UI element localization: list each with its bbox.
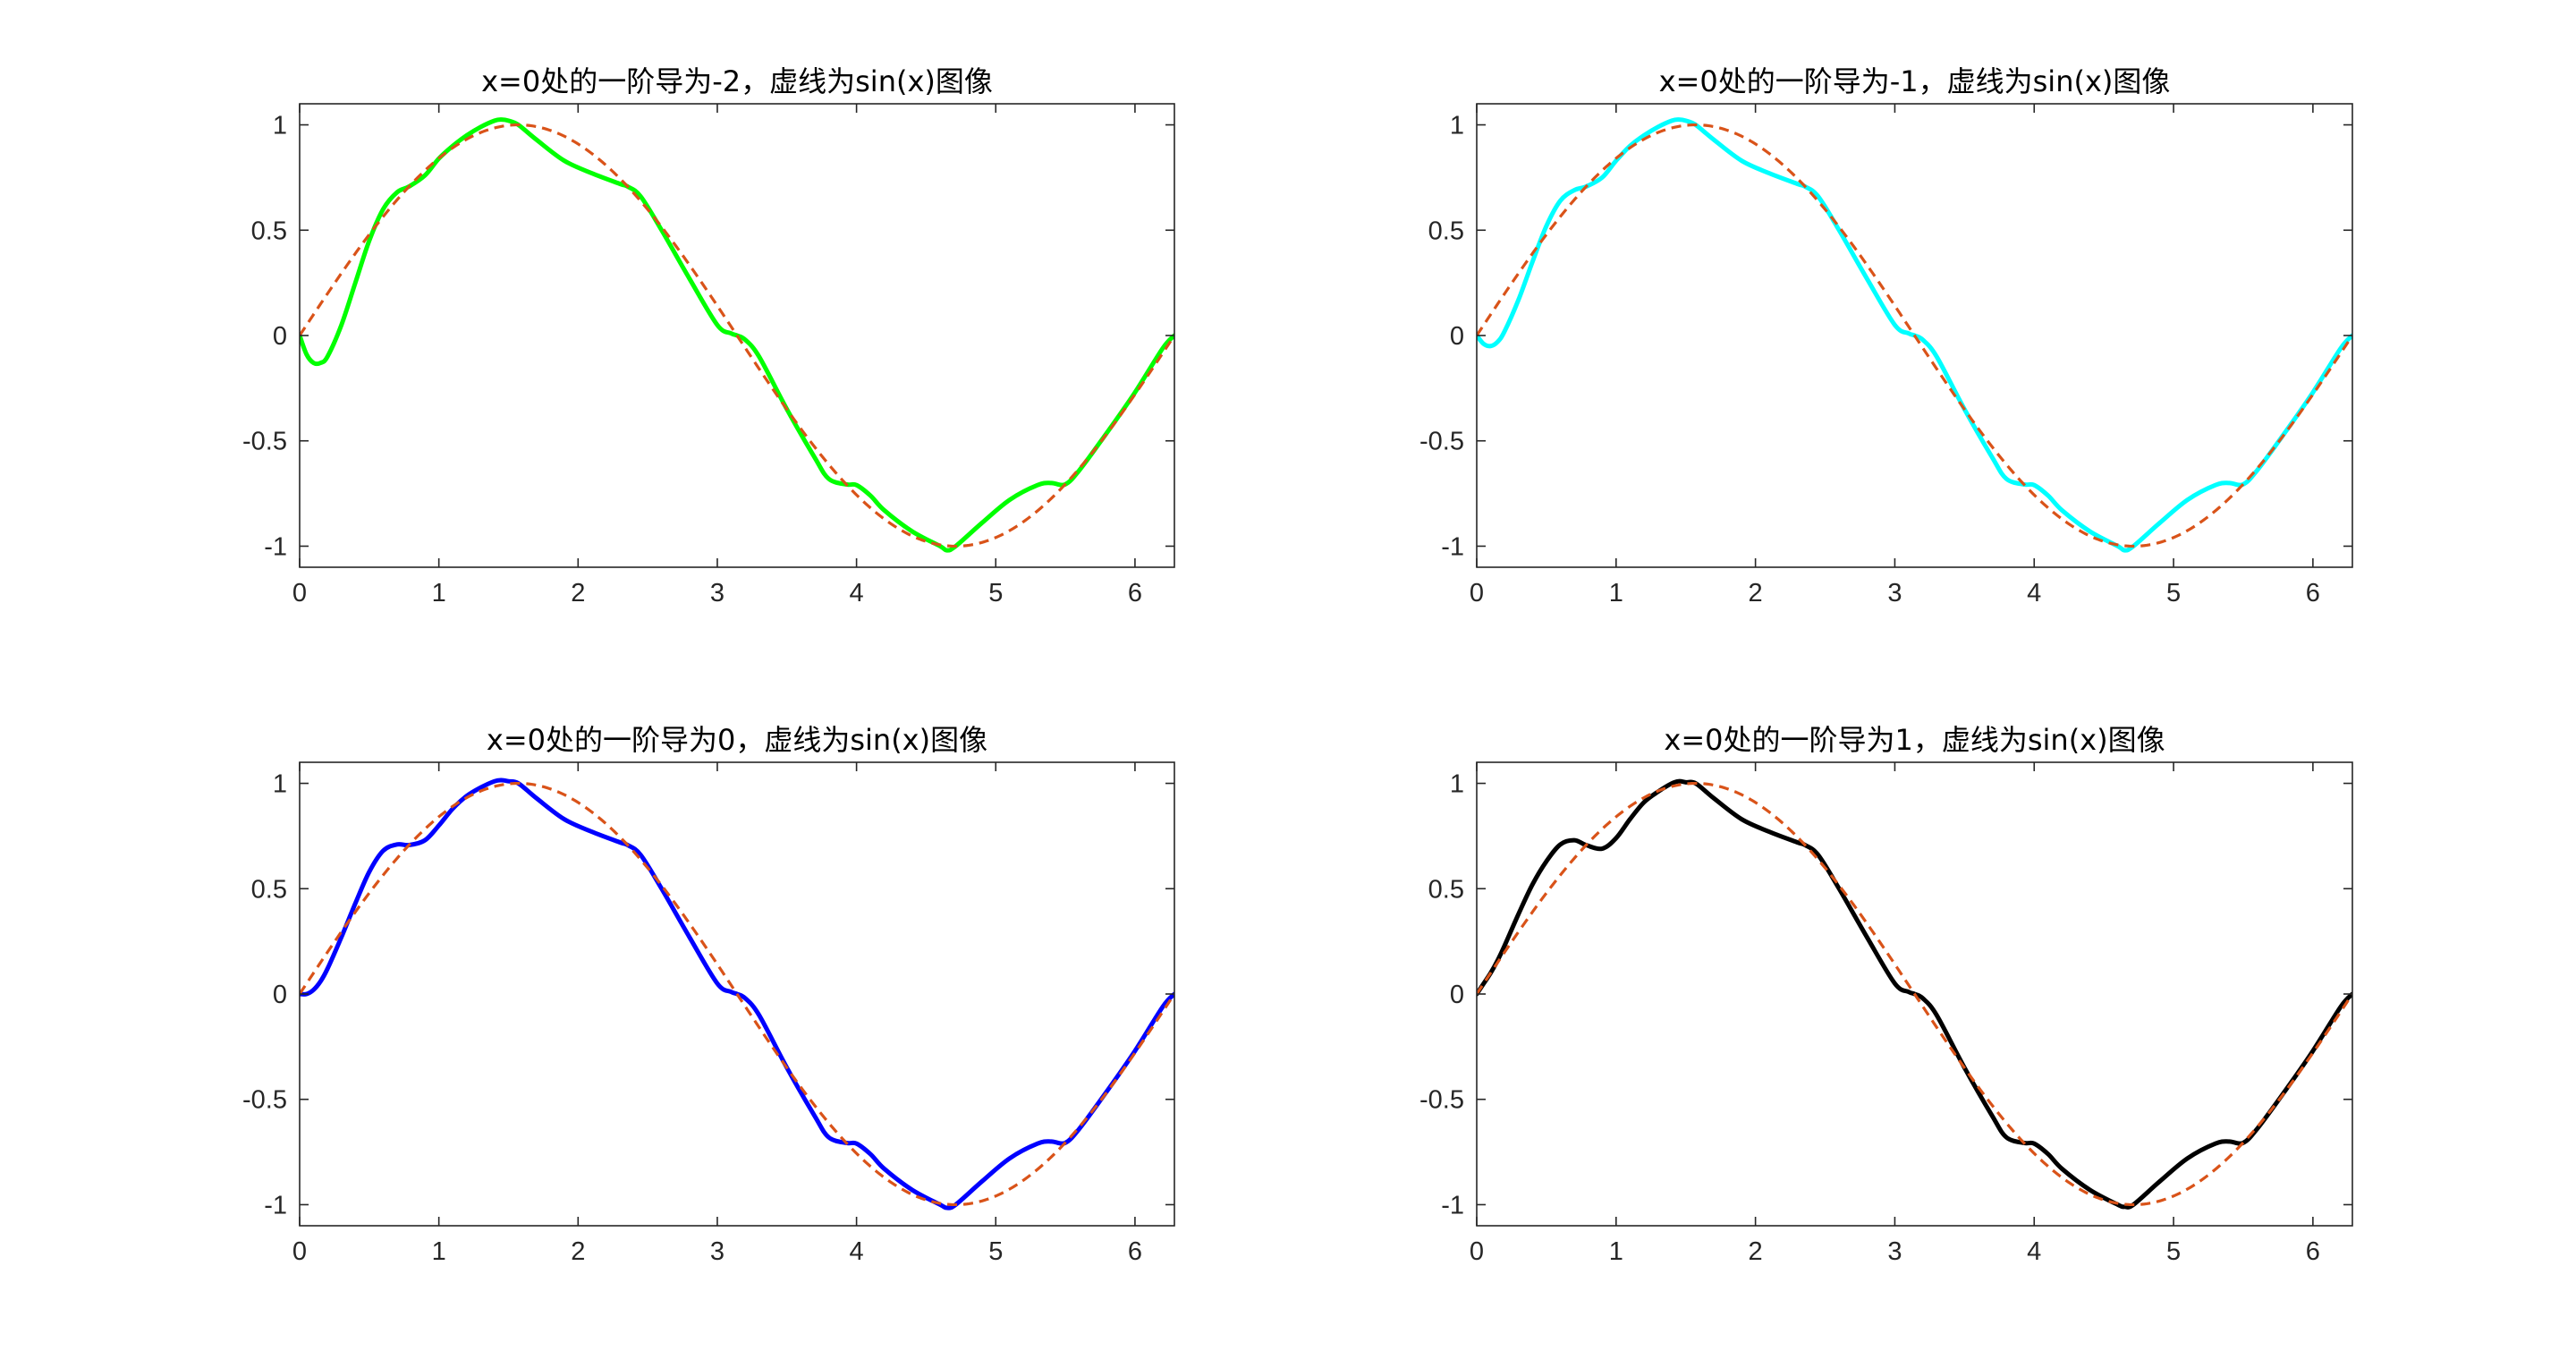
y-tick-label: 0.5: [251, 875, 287, 904]
x-tick-label: 0: [292, 579, 307, 608]
y-tick-label: -0.5: [1419, 428, 1464, 456]
x-tick-label: 6: [1128, 1237, 1142, 1266]
x-tick-label: 3: [1887, 579, 1902, 608]
x-tick-label: 6: [2306, 579, 2320, 608]
y-tick-label: -1: [1441, 1191, 1464, 1219]
y-tick-label: 1: [1450, 770, 1464, 799]
interpolated-curve-line: [1477, 117, 2352, 553]
chart-title-bottom-left: x=0处的一阶导为0，虚线为sin(x)图像: [487, 723, 987, 757]
y-tick-label: -0.5: [242, 1086, 287, 1115]
y-tick-label: -0.5: [1419, 1086, 1464, 1115]
y-tick-label: 0.5: [1428, 217, 1464, 245]
x-tick-label: 4: [2027, 579, 2041, 608]
y-tick-label: 0.5: [1428, 875, 1464, 904]
y-tick-label: 1: [273, 770, 287, 799]
y-tick-label: 0: [273, 981, 287, 1009]
subplot-bottom-left: 0 1 2 3 4 5 6 1 0.5 0 -0.5 -1 x=0处的一阶导为0，虚线为sin(x)图像: [242, 723, 1175, 1266]
x-tick-label: 5: [988, 579, 1003, 608]
series-group: [1477, 117, 2352, 553]
x-tick-label: 1: [432, 579, 446, 608]
x-tick-label: 3: [710, 579, 724, 608]
y-tick-label: 1: [1450, 112, 1464, 140]
y-tick-label: 0.5: [251, 217, 287, 245]
x-tick-label: 2: [1749, 579, 1763, 608]
x-tick-label: 2: [571, 1237, 585, 1266]
y-tick-label: 0: [1450, 981, 1464, 1009]
sin-reference-dashed-line: [300, 123, 1174, 548]
x-tick-label: 0: [292, 1237, 307, 1266]
y-tick-label: -0.5: [242, 428, 287, 456]
subplot-top-right: 0 1 2 3 4 5 6 1 0.5 0 -0.5 -1 x=0处的一阶导为-1，虚线为sin(x)图…: [1419, 64, 2353, 608]
x-tick-label: 4: [850, 579, 864, 608]
series-group: [1477, 778, 2352, 1210]
x-tick-label: 1: [1609, 579, 1623, 608]
interpolated-curve-line: [1477, 778, 2352, 1210]
x-tick-label: 2: [1749, 1237, 1763, 1266]
chart-title-top-right: x=0处的一阶导为-1，虚线为sin(x)图像: [1659, 64, 2171, 98]
y-tick-label: 1: [273, 112, 287, 140]
sin-reference-dashed-line: [1477, 781, 2352, 1207]
x-tick-label: 4: [2027, 1237, 2041, 1266]
x-tick-label: 0: [1470, 579, 1484, 608]
x-tick-label: 5: [2166, 1237, 2181, 1266]
subplot-bottom-right: 0 1 2 3 4 5 6 1 0.5 0 -0.5 -1 x=0处的一阶导为1，虚线为sin(x)图像: [1419, 723, 2353, 1266]
sin-reference-dashed-line: [300, 781, 1174, 1207]
sin-reference-dashed-line: [1477, 123, 2352, 548]
x-tick-label: 3: [1887, 1237, 1902, 1266]
x-tick-label: 6: [2306, 1237, 2320, 1266]
x-tick-label: 5: [2166, 579, 2181, 608]
interpolated-curve-line: [300, 117, 1174, 553]
chart-title-top-left: x=0处的一阶导为-2，虚线为sin(x)图像: [481, 64, 993, 98]
x-tick-label: 2: [571, 579, 585, 608]
subplot-top-left: 0 1 2 3 4 5 6 1 0.5 0 -0.5 -1 x=0处的一阶导为-2，虚线为sin(x)图…: [242, 64, 1175, 608]
x-tick-label: 6: [1128, 579, 1142, 608]
chart-title-bottom-right: x=0处的一阶导为1，虚线为sin(x)图像: [1664, 723, 2165, 757]
y-tick-label: -1: [264, 1191, 287, 1219]
x-tick-label: 0: [1470, 1237, 1484, 1266]
y-tick-label: 0: [273, 322, 287, 351]
x-tick-label: 1: [1609, 1237, 1623, 1266]
x-tick-label: 5: [988, 1237, 1003, 1266]
x-tick-label: 4: [850, 1237, 864, 1266]
series-group: [300, 117, 1174, 553]
x-tick-label: 1: [432, 1237, 446, 1266]
y-tick-label: 0: [1450, 322, 1464, 351]
y-tick-label: -1: [1441, 532, 1464, 561]
x-tick-label: 3: [710, 1237, 724, 1266]
interpolated-curve-line: [300, 777, 1174, 1211]
series-group: [300, 777, 1174, 1211]
y-tick-label: -1: [264, 532, 287, 561]
